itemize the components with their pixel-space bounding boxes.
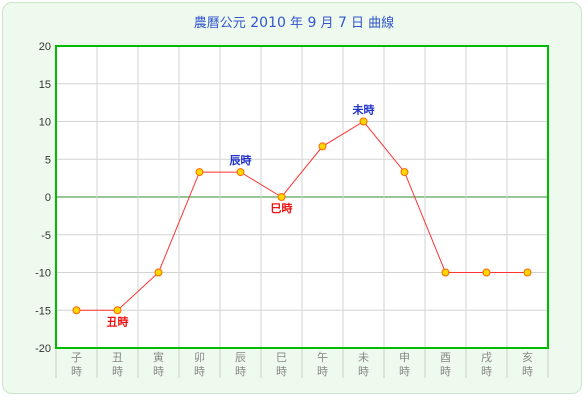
data-point xyxy=(72,306,81,315)
y-tick-label: -20 xyxy=(35,343,51,355)
data-point xyxy=(400,168,409,177)
x-tick-label: 時 xyxy=(276,365,287,378)
plot-border xyxy=(55,45,549,349)
x-tick-label: 丑 xyxy=(112,351,123,364)
x-tick-label: 卯 xyxy=(194,351,205,364)
chart-title-part: 曲線 xyxy=(364,15,394,31)
chart-title-part: 年 xyxy=(286,16,303,31)
y-tick-label: -10 xyxy=(35,268,51,280)
x-tick-label: 時 xyxy=(399,365,410,378)
x-tick-label: 時 xyxy=(481,365,492,378)
y-tick-label: 15 xyxy=(39,79,51,91)
y-tick-label: -15 xyxy=(35,305,51,317)
x-tick-label: 子 xyxy=(71,351,82,364)
chart-title-part: 7 xyxy=(334,15,347,31)
data-point xyxy=(236,168,245,177)
x-tick-label: 時 xyxy=(194,365,205,378)
x-tick-label: 辰 xyxy=(235,351,246,364)
y-tick-label: 5 xyxy=(45,154,51,166)
x-tick-label: 酉 xyxy=(440,351,451,364)
chart-title-part: 日 xyxy=(347,16,364,31)
x-tick-label: 申 xyxy=(399,351,410,364)
chart-title-part: 農曆公元 xyxy=(194,16,246,31)
x-tick-label: 巳 xyxy=(276,351,287,364)
data-label: 巳時 xyxy=(271,201,293,215)
x-tick-label: 寅 xyxy=(153,350,164,364)
data-point xyxy=(482,268,491,277)
data-point xyxy=(318,142,327,151)
y-tick-label: 10 xyxy=(39,117,51,129)
data-point xyxy=(277,193,286,201)
data-point xyxy=(359,117,368,126)
data-label: 丑時 xyxy=(107,314,129,328)
x-tick-label: 時 xyxy=(153,365,164,378)
x-tick-label: 戌 xyxy=(481,351,492,364)
chart-title-part: 2010 xyxy=(246,15,286,31)
plot-area: 20151050-5-10-15-20子時丑時寅時卯時辰時巳時午時未時申時酉時戌… xyxy=(35,41,549,378)
y-tick-label: -5 xyxy=(41,230,51,242)
data-point xyxy=(523,268,532,277)
data-point xyxy=(195,168,204,177)
x-tick-label: 亥 xyxy=(522,350,533,364)
chart-title-part: 9 xyxy=(303,15,316,31)
x-tick-label: 時 xyxy=(112,365,123,378)
y-tick-label: 20 xyxy=(39,41,51,53)
x-tick-label: 時 xyxy=(317,365,328,378)
chart-title: 農曆公元 2010 年 9 月 7 日 曲線 xyxy=(194,15,394,31)
data-label: 未時 xyxy=(352,103,375,117)
chart-title-part: 月 xyxy=(316,16,333,31)
y-tick-label: 0 xyxy=(45,192,51,204)
data-label: 辰時 xyxy=(230,153,252,167)
x-tick-label: 未 xyxy=(358,351,369,364)
x-tick-label: 時 xyxy=(235,365,246,378)
x-tick-label: 時 xyxy=(358,365,369,378)
data-point xyxy=(154,268,163,277)
x-tick-label: 午 xyxy=(317,351,328,364)
data-point xyxy=(113,306,122,315)
x-tick-label: 時 xyxy=(71,365,82,378)
data-point xyxy=(441,268,450,277)
x-tick-label: 時 xyxy=(440,365,451,378)
series-line xyxy=(76,120,528,311)
x-tick-label: 時 xyxy=(522,365,533,378)
